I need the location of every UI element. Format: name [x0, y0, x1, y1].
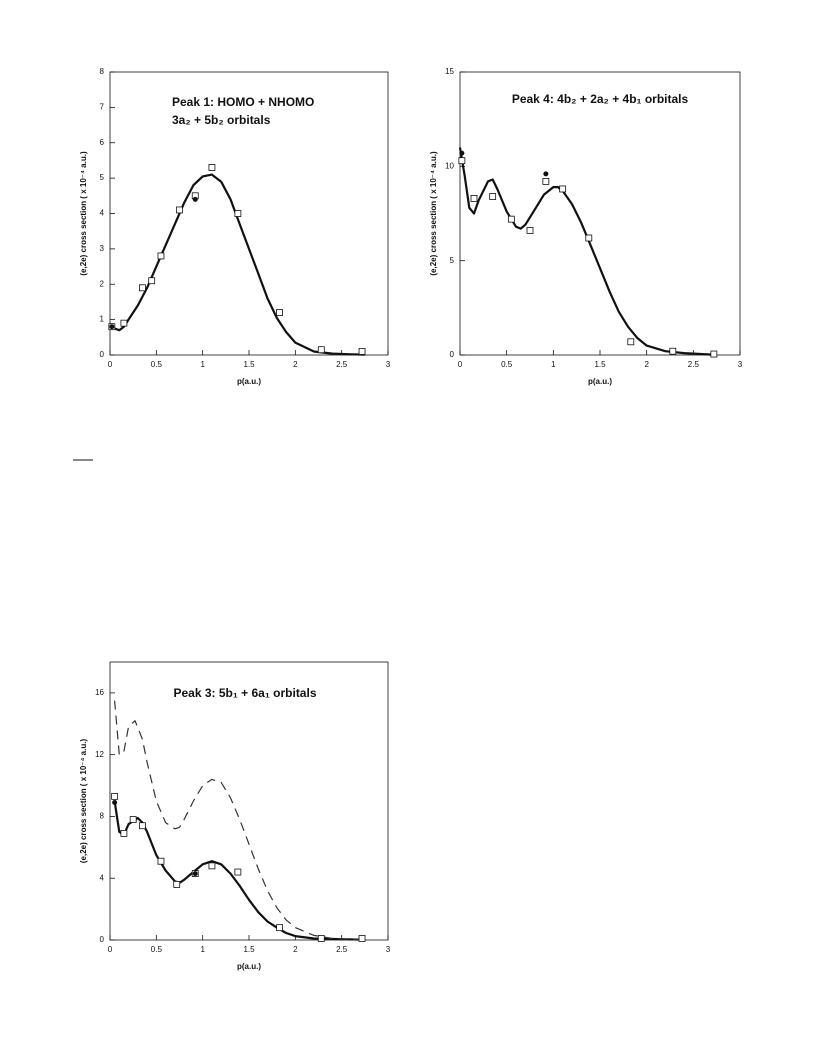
x-tick-label: 0.5 [151, 945, 163, 954]
chart: 0 0.5 1 1.5 2 2.5 3 0 4 8 12 16 p(a.u.) (e,2e) cross … [79, 661, 391, 971]
x-tick-label: 0.5 [151, 360, 163, 369]
data-point [276, 309, 283, 316]
x-tick-label: 0.5 [501, 360, 513, 369]
y-tick-label: 6 [100, 138, 105, 147]
data-point [109, 324, 115, 330]
data-point [317, 935, 325, 942]
y-axis-label: (e,2e) cross section ( x 10⁻⁴ a.u.) [429, 151, 438, 276]
y-tick-label: 7 [100, 102, 105, 111]
data-point [526, 227, 534, 234]
dashed-curve [114, 700, 361, 941]
data-point [669, 347, 677, 355]
data-point [507, 215, 515, 223]
data-point [358, 935, 366, 942]
y-tick-label: 0 [100, 350, 105, 359]
plot-frame [459, 71, 741, 356]
y-tick-label: 8 [100, 812, 105, 821]
y-axis-label: (e,2e) cross section ( x 10⁻⁴ a.u.) [79, 739, 88, 864]
data-point [111, 792, 119, 800]
x-tick-label: 1 [551, 360, 556, 369]
x-tick-label: 2 [293, 945, 298, 954]
y-tick-label: 12 [95, 750, 104, 759]
data-point [208, 164, 216, 171]
x-tick-label: 3 [386, 945, 391, 954]
x-tick-label: 2.5 [336, 360, 348, 369]
y-tick-label: 8 [100, 67, 105, 76]
data-point [173, 881, 181, 888]
data-point [358, 348, 366, 355]
data-point [157, 252, 165, 260]
y-tick-label: 10 [445, 161, 454, 170]
data-point [585, 234, 593, 242]
y-tick-label: 5 [450, 256, 455, 265]
x-axis-label: p(a.u.) [588, 377, 612, 386]
data-point [710, 350, 718, 358]
data-point [459, 150, 465, 156]
annotation: Peak 4: 4b₂ + 2a₂ + 4b₁ orbitals [512, 92, 689, 106]
chart: 0 0.5 1 1.5 2 2.5 3 0 5 10 15 p(a.u.) (e,2e) cross s… [429, 67, 743, 386]
data-point [192, 871, 198, 877]
y-tick-label: 5 [100, 173, 105, 182]
curve [458, 147, 713, 356]
y-tick-label: 4 [100, 209, 105, 218]
data-point [157, 857, 165, 865]
data-point [234, 868, 242, 876]
x-tick-label: 1.5 [594, 360, 606, 369]
data-point [470, 195, 478, 202]
y-tick-label: 0 [450, 350, 455, 359]
y-tick-label: 15 [445, 67, 454, 76]
data-point [458, 157, 466, 165]
x-tick-label: 3 [386, 360, 391, 369]
data-point [489, 193, 497, 200]
annotation: 3a₂ + 5b₂ orbitals [172, 113, 271, 127]
x-tick-label: 2.5 [688, 360, 700, 369]
data-point [559, 185, 567, 193]
y-tick-label: 4 [100, 873, 105, 882]
data-point [542, 178, 550, 185]
data-point [148, 277, 156, 285]
x-tick-label: 3 [738, 360, 743, 369]
data-point [120, 319, 128, 327]
y-axis-label: (e,2e) cross section ( x 10⁻⁴ a.u.) [79, 151, 88, 276]
data-point [139, 284, 146, 292]
data-point [120, 830, 128, 837]
data-point [317, 346, 325, 354]
data-point [543, 171, 549, 177]
x-axis-label: p(a.u.) [237, 377, 261, 386]
curve [109, 173, 365, 356]
x-tick-label: 1.5 [243, 945, 255, 954]
x-tick-label: 1.5 [243, 360, 255, 369]
data-point [208, 862, 216, 870]
data-point [129, 816, 137, 823]
curve [113, 800, 365, 941]
annotation: Peak 1: HOMO + NHOMO [172, 95, 314, 109]
data-point [192, 196, 198, 202]
x-tick-label: 1 [200, 945, 205, 954]
x-tick-label: 2 [293, 360, 298, 369]
data-point [627, 338, 635, 346]
data-point [234, 210, 242, 217]
x-tick-label: 2.5 [336, 945, 348, 954]
x-tick-label: 0 [108, 360, 113, 369]
annotation: Peak 3: 5b₁ + 6a₁ orbitals [174, 686, 317, 700]
chart: 0 0.5 1 1.5 2 2.5 3 0 1 2 3 4 5 6 7 8 p(a.u.) (e,2e) cros… [79, 67, 391, 386]
data-point [176, 206, 183, 214]
y-tick-label: 3 [100, 244, 105, 253]
x-axis-label: p(a.u.) [237, 962, 261, 971]
x-tick-label: 0 [458, 360, 463, 369]
x-tick-label: 1 [200, 360, 205, 369]
data-point [112, 800, 118, 806]
y-tick-label: 16 [95, 688, 104, 697]
x-tick-label: 2 [644, 360, 649, 369]
x-tick-label: 0 [108, 945, 113, 954]
y-tick-label: 2 [100, 279, 105, 288]
y-tick-label: 0 [100, 935, 105, 944]
y-tick-label: 1 [100, 315, 105, 324]
data-point [276, 924, 283, 932]
data-point [139, 822, 146, 830]
